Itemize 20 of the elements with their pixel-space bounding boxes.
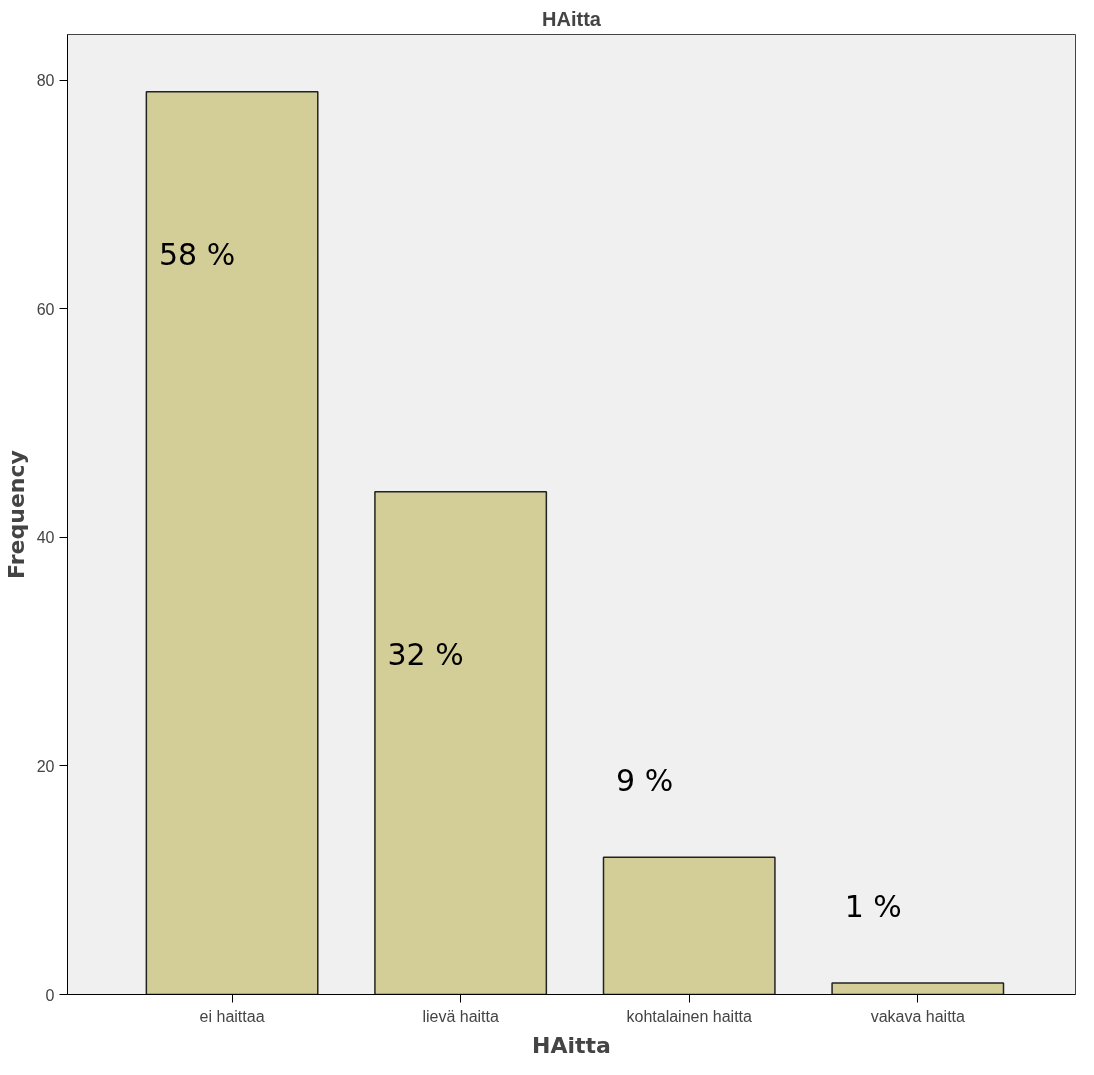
x-tick-label: ei haittaa (199, 1007, 265, 1025)
bar (145, 90, 319, 995)
bar (831, 982, 1005, 995)
annotation: 58 % (158, 237, 236, 273)
y-tick-label: 0 (45, 986, 55, 1004)
bar (374, 490, 548, 995)
annotation: 1 % (844, 888, 902, 924)
y-tick-label: 20 (36, 757, 55, 775)
bar (602, 856, 776, 995)
y-tick-label: 80 (36, 72, 55, 90)
x-tick-label: lievä haitta (422, 1007, 499, 1025)
y-tick-label: 40 (36, 529, 55, 547)
y-tick-label: 60 (36, 300, 55, 318)
x-axis-title: HAitta (532, 1032, 611, 1058)
y-axis-title: Frequency (3, 450, 29, 579)
x-tick-label: kohtalainen haitta (626, 1007, 753, 1025)
chart-title: HAitta (542, 7, 602, 30)
x-tick-label: vakava haitta (870, 1007, 966, 1025)
annotation: 9 % (616, 763, 674, 799)
annotation: 32 % (387, 637, 464, 673)
